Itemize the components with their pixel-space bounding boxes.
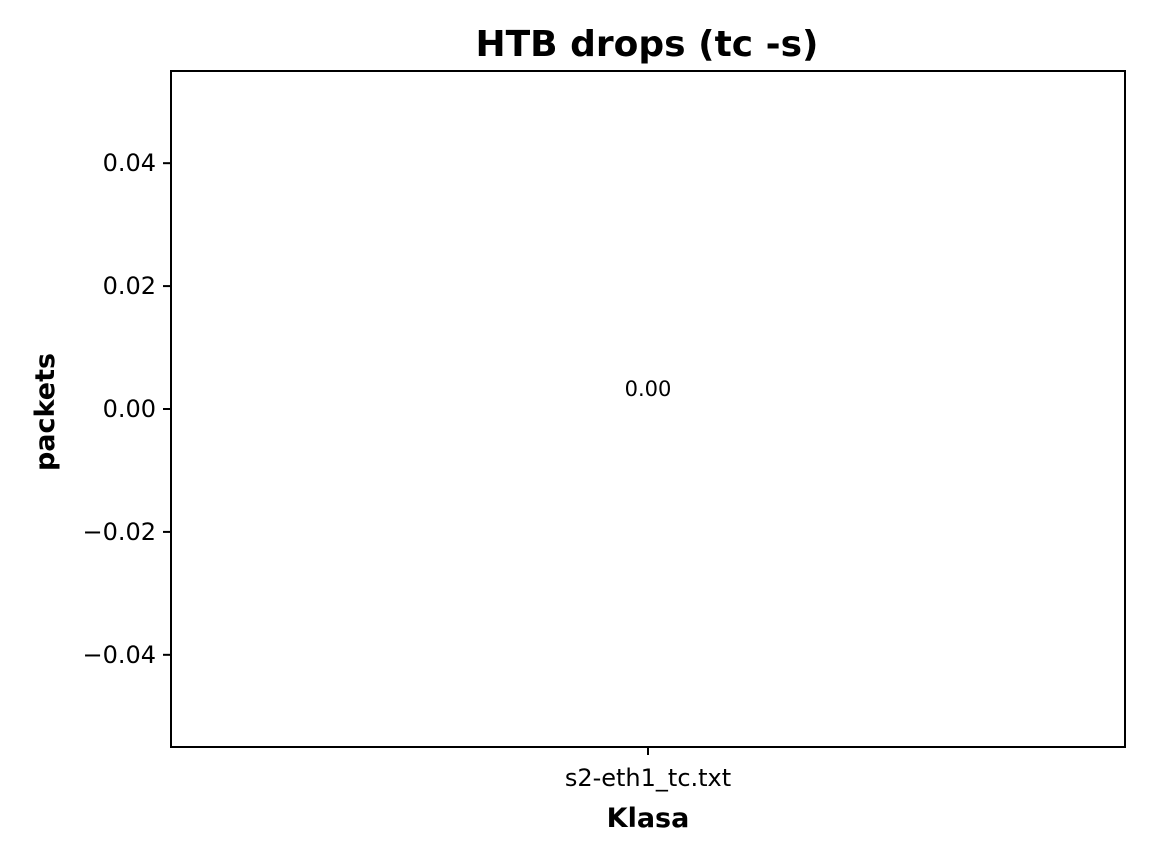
y-tick-label: 0.02 — [103, 272, 156, 300]
chart-title: HTB drops (tc -s) — [475, 24, 818, 65]
x-tick-label: s2-eth1_tc.txt — [565, 764, 731, 792]
x-axis-label: Klasa — [607, 803, 690, 834]
y-tick-label: 0.04 — [103, 149, 156, 177]
y-axis-label: packets — [30, 353, 61, 471]
plot-area — [170, 70, 1126, 748]
y-axis: 0.04 0.02 0.00 −0.02 −0.04 — [82, 149, 171, 669]
x-axis: s2-eth1_tc.txt — [565, 747, 731, 792]
plot-frame — [170, 70, 1126, 748]
y-tick-label: −0.04 — [82, 641, 156, 669]
y-tick-label: 0.00 — [103, 395, 156, 423]
data-labels: 0.00 — [625, 377, 672, 401]
y-tick-label: −0.02 — [82, 518, 156, 546]
bar-value-label: 0.00 — [625, 377, 672, 401]
